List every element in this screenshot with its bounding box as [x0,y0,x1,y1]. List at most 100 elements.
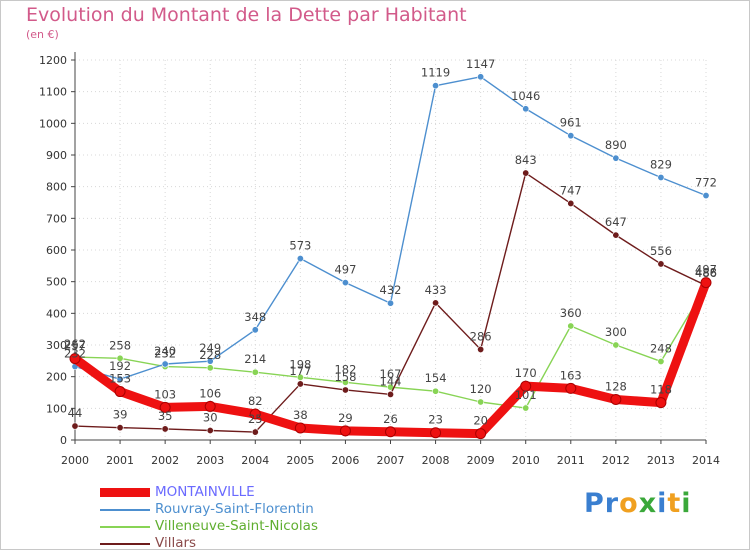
logo-letter: i [681,488,692,519]
legend-swatch [100,509,150,511]
legend-label: Rouvray-Saint-Florentin [155,501,314,517]
logo-letter: t [667,488,682,519]
data-label: 192 [109,359,131,373]
data-label: 497 [334,263,356,277]
grid [74,59,707,441]
data-point [206,364,214,372]
x-tick-label: 2013 [647,454,675,467]
data-point [114,386,126,398]
x-tick-label: 2005 [286,454,314,467]
data-label: 158 [334,370,356,384]
data-point [294,422,306,434]
x-tick-label: 2001 [106,454,134,467]
x-tick-label: 2014 [692,454,720,467]
y-tick-label: 900 [46,149,67,162]
data-label: 25 [248,412,263,426]
data-label: 890 [605,138,627,152]
data-point [116,424,124,432]
data-label: 163 [560,368,582,382]
y-tick-label: 600 [46,244,67,257]
data-point [339,425,351,437]
y-tick-label: 300 [46,339,67,352]
data-label: 29 [338,411,353,425]
legend-label: Villars [155,535,197,551]
data-label: 44 [68,406,83,420]
data-point [71,422,79,430]
data-label: 128 [605,379,627,393]
data-label: 106 [199,386,221,400]
x-tick-label: 2000 [61,454,89,467]
data-label: 38 [293,408,308,422]
data-point [296,255,304,263]
data-point [520,380,532,392]
logo-letter: x [638,488,658,519]
data-point [700,277,712,289]
logo-letter: P [584,488,605,519]
data-label: 300 [605,325,627,339]
data-point [385,426,396,438]
data-label: 154 [425,371,447,385]
data-point [477,345,485,353]
logo-letter: r [604,488,620,519]
data-point [386,390,394,398]
data-label: 772 [695,176,717,190]
y-tick-label: 800 [46,181,67,194]
x-tick-label: 2009 [467,454,495,467]
data-label: 153 [109,372,131,386]
x-tick-label: 2010 [512,454,540,467]
y-tick-label: 700 [46,212,67,225]
data-point [565,382,577,394]
data-point [206,426,214,434]
data-point [522,105,530,113]
data-point [477,73,485,81]
data-point [296,380,304,388]
data-label: 348 [244,310,266,324]
data-label: 101 [515,388,537,402]
data-label: 262 [64,337,86,351]
data-label: 23 [428,413,443,427]
data-label: 433 [425,283,447,297]
data-label: 120 [470,382,492,396]
data-point [159,401,171,413]
data-label: 573 [289,239,311,253]
legend-swatch [100,526,150,528]
data-point [612,231,620,239]
y-tick-label: 0 [60,434,67,447]
data-label: 103 [154,387,176,401]
x-tick-label: 2006 [331,454,359,467]
data-label: 30 [203,411,218,425]
data-point [567,322,575,330]
data-label: 486 [695,266,717,280]
data-label: 232 [64,347,86,361]
chart-subtitle: (en €) [26,28,59,41]
data-point [612,341,620,349]
data-point [161,360,169,368]
data-point [430,427,442,439]
y-tick-label: 200 [46,371,67,384]
data-point [657,357,665,365]
data-point [522,169,530,177]
data-point [432,82,440,90]
data-label: 198 [289,357,311,371]
data-point [477,398,485,406]
legend-swatch [100,543,150,545]
logo-letter: o [619,488,639,519]
data-label: 961 [560,116,582,130]
y-tick-label: 1100 [39,86,67,99]
data-point [386,299,394,307]
legend-label: MONTAINVILLE [155,484,255,500]
data-point [69,353,81,365]
data-labels: 257 153 103 106 82 38 29 26 23 20 170 163 128 118 497 2… [64,57,717,428]
y-tick-label: 500 [46,276,67,289]
data-point [251,428,259,436]
legend-swatch [100,488,150,497]
data-point [251,368,259,376]
data-point [341,279,349,287]
y-tick-label: 1000 [39,117,67,130]
data-point [567,132,575,140]
data-label: 249 [199,341,221,355]
logo-letter: i [657,488,668,519]
data-point [206,357,214,365]
data-point [204,400,216,412]
